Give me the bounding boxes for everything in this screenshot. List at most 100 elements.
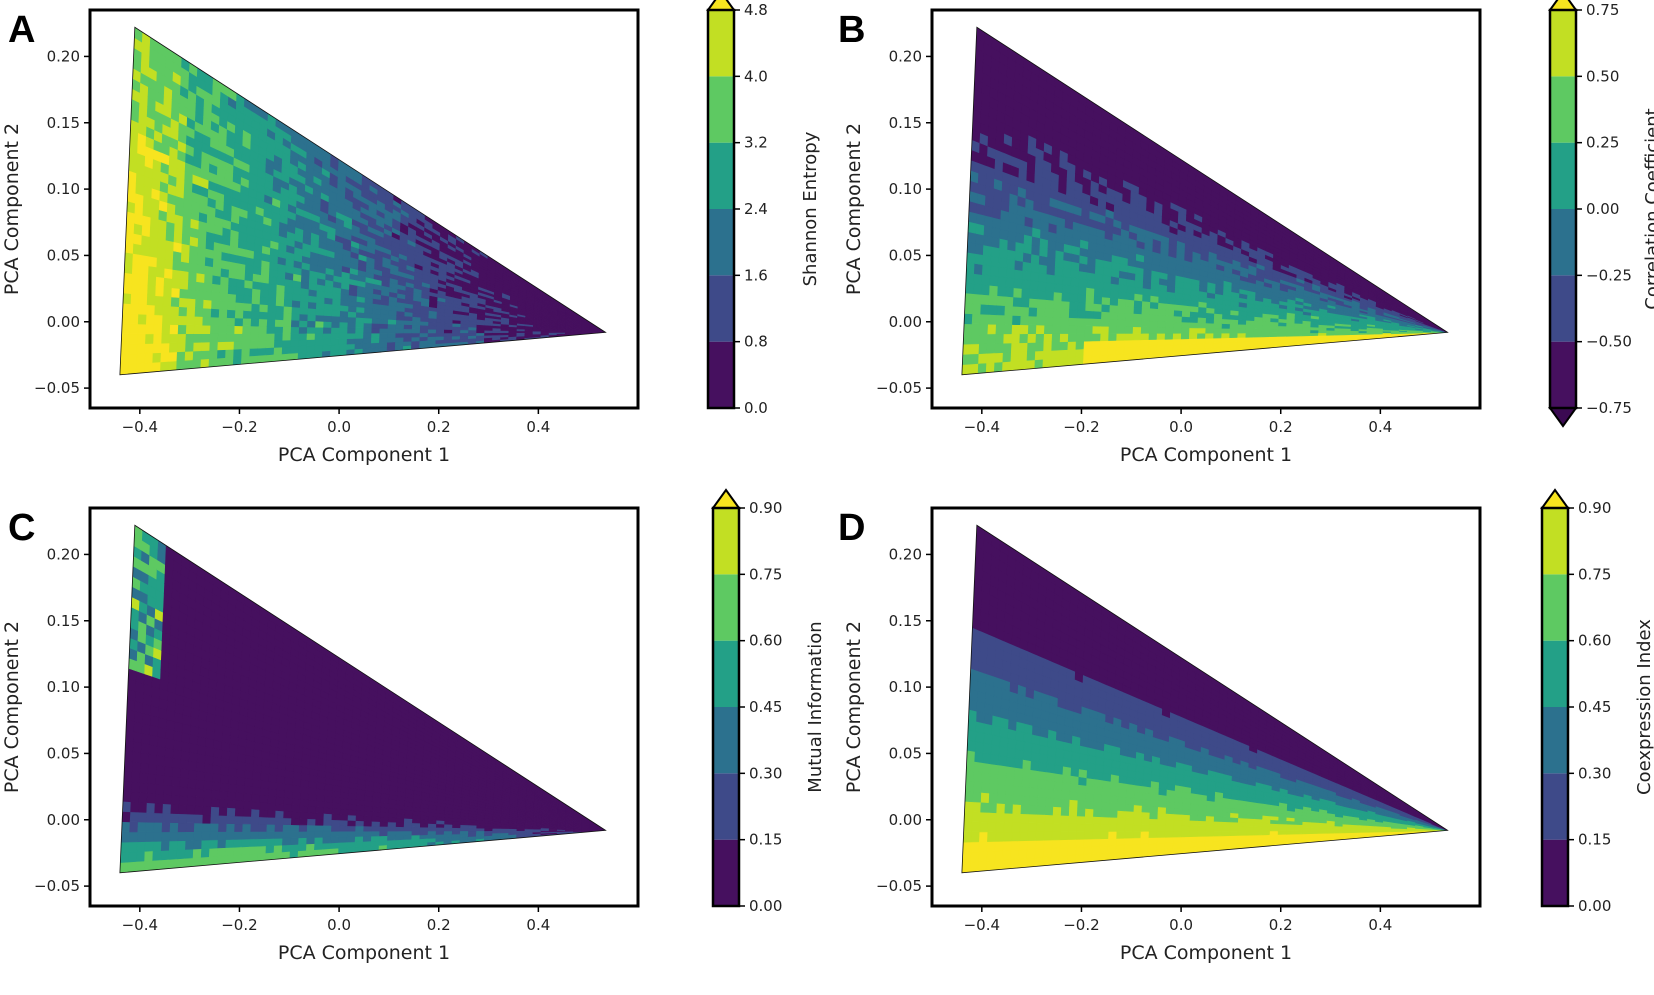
colorbar-segment bbox=[708, 142, 734, 209]
contour-field bbox=[961, 525, 1448, 873]
x-tick-label: 0.4 bbox=[1368, 916, 1392, 934]
colorbar-segment bbox=[713, 574, 739, 641]
x-tick-label: 0.2 bbox=[427, 418, 451, 436]
colorbar-tick-label: 0.45 bbox=[1578, 698, 1611, 716]
colorbar: −0.75 −0.50 −0.25 0.00 0.25 0.50 0.75 Correlati… bbox=[1548, 0, 1654, 428]
colorbar-tick-label: 0.8 bbox=[744, 333, 768, 351]
colorbar-tick-label: 4.0 bbox=[744, 67, 768, 85]
x-tick-label: −0.4 bbox=[122, 916, 158, 934]
y-tick-label: 0.00 bbox=[47, 811, 80, 829]
y-tick-label: 0.00 bbox=[889, 811, 922, 829]
colorbar-segment bbox=[1550, 76, 1576, 143]
x-tick-label: 0.4 bbox=[1368, 418, 1392, 436]
colorbar-tick-label: 0.15 bbox=[1578, 831, 1611, 849]
colorbar-tick-label: 0.30 bbox=[749, 764, 782, 782]
colorbar-tick-label: 0.60 bbox=[1578, 632, 1611, 650]
colorbar-extend-min bbox=[1548, 407, 1578, 428]
x-axis-label: PCA Component 1 bbox=[1120, 444, 1292, 466]
y-tick-label: 0.10 bbox=[47, 180, 80, 198]
x-tick-label: 0.2 bbox=[427, 916, 451, 934]
colorbar-segment bbox=[1550, 275, 1576, 342]
x-tick-label: −0.2 bbox=[221, 916, 257, 934]
colorbar-extend-max bbox=[706, 0, 736, 11]
colorbar-extend-max bbox=[711, 488, 741, 509]
colorbar-segment bbox=[708, 275, 734, 342]
colorbar-segment bbox=[713, 640, 739, 707]
y-axis-label: PCA Component 2 bbox=[843, 123, 865, 295]
y-tick-label: 0.00 bbox=[889, 313, 922, 331]
colorbar-extend-max bbox=[1548, 0, 1578, 11]
y-tick-label: 0.05 bbox=[47, 744, 80, 762]
panel-b: −0.4 −0.2 0.0 0.2 0.4 −0.05 0.00 0.05 0.10 0.15 0.… bbox=[838, 0, 1654, 466]
colorbar-segment bbox=[708, 209, 734, 276]
y-tick-label: 0.05 bbox=[889, 744, 922, 762]
y-tick-label: −0.05 bbox=[34, 877, 80, 895]
axes-frame bbox=[88, 506, 640, 908]
colorbar-segment bbox=[1550, 10, 1576, 77]
x-tick-label: 0.0 bbox=[1169, 418, 1193, 436]
domain-outline bbox=[961, 26, 1449, 376]
x-tick-label: −0.4 bbox=[964, 916, 1000, 934]
y-tick-label: 0.00 bbox=[47, 313, 80, 331]
x-tick-label: −0.4 bbox=[122, 418, 158, 436]
colorbar-label: Correlation Coefficient bbox=[1642, 108, 1654, 309]
colorbar-tick-label: 0.45 bbox=[749, 698, 782, 716]
x-tick-label: 0.0 bbox=[327, 916, 351, 934]
x-tick-label: 0.2 bbox=[1269, 418, 1293, 436]
x-axis-label: PCA Component 1 bbox=[278, 444, 450, 466]
colorbar-segment bbox=[713, 839, 739, 906]
colorbar-tick-label: 0.00 bbox=[1578, 897, 1611, 915]
axes-frame bbox=[930, 506, 1482, 908]
colorbar-segment bbox=[713, 773, 739, 840]
colorbar-segment bbox=[1550, 341, 1576, 408]
colorbar-tick-label: 3.2 bbox=[744, 134, 768, 152]
contour-field bbox=[961, 27, 1448, 375]
colorbar-tick-label: 2.4 bbox=[744, 200, 768, 218]
colorbar-segment bbox=[1542, 773, 1568, 840]
axes-frame bbox=[88, 8, 640, 410]
colorbar-tick-label: 0.25 bbox=[1586, 134, 1619, 152]
colorbar-tick-label: −0.50 bbox=[1586, 333, 1632, 351]
colorbar: 0.0 0.8 1.6 2.4 3.2 4.0 4.8 Shannon Entropy bbox=[706, 0, 821, 417]
colorbar-segment bbox=[708, 76, 734, 143]
colorbar: 0.00 0.15 0.30 0.45 0.60 0.75 0.90 Coexpression… bbox=[1540, 488, 1654, 915]
colorbar-tick-label: 0.00 bbox=[749, 897, 782, 915]
panel-d: −0.4 −0.2 0.0 0.2 0.4−0.050.000.050.100.150.… bbox=[838, 488, 1654, 964]
colorbar-extend-max bbox=[1540, 488, 1570, 509]
x-tick-label: 0.4 bbox=[526, 916, 550, 934]
domain-outline bbox=[119, 26, 607, 376]
colorbar-tick-label: 0.50 bbox=[1586, 67, 1619, 85]
y-tick-label: 0.05 bbox=[47, 246, 80, 264]
domain-outline bbox=[119, 524, 607, 874]
y-tick-label: −0.05 bbox=[34, 379, 80, 397]
x-axis-label: PCA Component 1 bbox=[1120, 942, 1292, 964]
colorbar-tick-label: 1.6 bbox=[744, 266, 768, 284]
panel-a: −0.4 −0.2 0.0 0.2 0.4 −0.05 0.00 0.05 0.10 0.15 0.… bbox=[1, 0, 821, 466]
colorbar-segment bbox=[1542, 839, 1568, 906]
colorbar-tick-label: 4.8 bbox=[744, 1, 768, 19]
colorbar-segment bbox=[1550, 209, 1576, 276]
contour-field bbox=[119, 27, 606, 375]
colorbar-segment bbox=[1542, 707, 1568, 774]
panel-c: −0.4 −0.2 0.0 0.2 0.4−0.050.000.050.100.150.… bbox=[1, 488, 826, 964]
colorbar-tick-label: 0.75 bbox=[1586, 1, 1619, 19]
y-tick-label: 0.20 bbox=[47, 545, 80, 563]
colorbar-tick-label: 0.75 bbox=[749, 565, 782, 583]
y-tick-label: 0.20 bbox=[889, 47, 922, 65]
contour-field bbox=[119, 525, 606, 873]
panel-letter: D bbox=[838, 507, 865, 549]
colorbar-tick-label: 0.90 bbox=[749, 499, 782, 517]
x-tick-label: 0.2 bbox=[1269, 916, 1293, 934]
y-tick-label: −0.05 bbox=[876, 379, 922, 397]
colorbar-tick-label: −0.75 bbox=[1586, 399, 1632, 417]
colorbar-segment bbox=[708, 341, 734, 408]
colorbar-tick-label: −0.25 bbox=[1586, 266, 1632, 284]
y-tick-label: 0.10 bbox=[47, 678, 80, 696]
y-tick-label: 0.05 bbox=[889, 246, 922, 264]
colorbar-segment bbox=[1550, 142, 1576, 209]
y-axis-label: PCA Component 2 bbox=[843, 621, 865, 793]
y-tick-label: 0.10 bbox=[889, 180, 922, 198]
colorbar-tick-label: 0.30 bbox=[1578, 764, 1611, 782]
y-tick-label: 0.15 bbox=[889, 114, 922, 132]
